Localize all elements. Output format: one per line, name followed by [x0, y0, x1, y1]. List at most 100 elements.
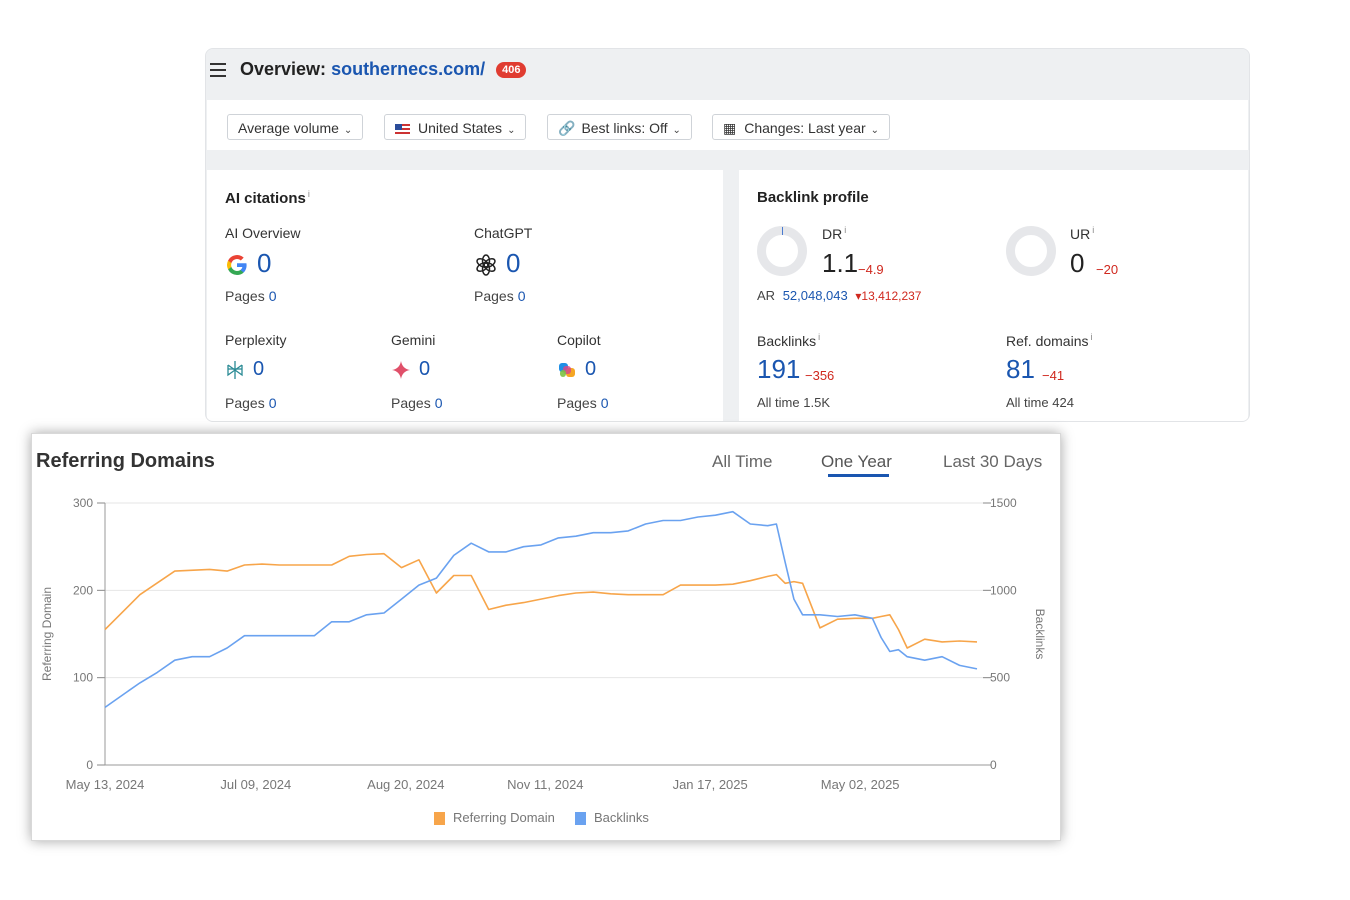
ar-change: ▾13,412,237	[855, 289, 922, 303]
y-tick-label: 300	[73, 496, 93, 510]
gemini-value[interactable]: 0	[419, 358, 431, 380]
volume-filter-label: Average volume	[238, 120, 339, 136]
link-icon: 🔗	[558, 120, 576, 136]
referring-domain-line	[104, 552, 978, 649]
legend-label-backlinks: Backlinks	[594, 810, 649, 825]
info-icon[interactable]: i	[844, 225, 847, 235]
backlinks-line	[104, 510, 978, 709]
perplexity-pages-value[interactable]: 0	[268, 395, 277, 411]
ai-citations-title: AI citations i	[225, 189, 310, 207]
legend-label-referring-domain: Referring Domain	[453, 810, 555, 825]
copilot-value[interactable]: 0	[585, 358, 597, 380]
chevron-down-icon: ⌄	[507, 125, 516, 136]
ai-overview-pages: Pages 0	[225, 288, 277, 304]
country-filter-dropdown[interactable]: United States ⌄	[384, 114, 527, 140]
changes-filter-label: Changes: Last year	[744, 120, 866, 136]
us-flag-icon	[395, 124, 410, 134]
gemini-pages: Pages 0	[391, 395, 443, 411]
chatgpt-value[interactable]: 0	[506, 248, 521, 278]
ref-domains-all-time: All time 424	[1006, 395, 1074, 410]
google-icon	[227, 255, 247, 275]
overview-panel: Overview: southernecs.com/ 406 Average v…	[205, 48, 1250, 422]
info-icon[interactable]: i	[1092, 225, 1095, 235]
tab-all-time[interactable]: All Time	[712, 452, 773, 471]
ar-row: AR 52,048,043 ▾13,412,237	[757, 288, 921, 303]
y-tick-label: 200	[73, 583, 93, 597]
ur-gauge	[1006, 226, 1056, 276]
info-icon[interactable]: i	[1090, 332, 1093, 342]
menu-icon[interactable]	[210, 63, 226, 77]
y-tick-label: 100	[73, 671, 93, 685]
info-icon[interactable]: i	[307, 189, 310, 199]
y2-tick-label: 500	[990, 671, 1010, 685]
gemini-pages-value[interactable]: 0	[434, 395, 443, 411]
backlinks-change: −356	[805, 368, 835, 383]
country-filter-label: United States	[418, 120, 503, 136]
legend-swatch-backlinks	[575, 812, 586, 825]
referring-domains-chart-window: Referring Domains All Time One Year Last…	[31, 433, 1061, 841]
chatgpt-pages-value[interactable]: 0	[517, 288, 526, 304]
backlinks-value[interactable]: 191	[757, 354, 801, 384]
chatgpt-pages: Pages 0	[474, 288, 526, 304]
ref-domains-label: Ref. domains i	[1006, 332, 1093, 349]
ai-overview-label: AI Overview	[225, 225, 301, 241]
y2-axis-label: Backlinks	[1033, 609, 1047, 660]
status-badge: 406	[496, 62, 527, 78]
y2-tick-label: 0	[990, 758, 997, 772]
backlink-profile-title: Backlink profile	[757, 189, 869, 206]
filter-bar: Average volume ⌄ United States ⌄ 🔗 Best lin…	[207, 100, 1248, 150]
calendar-icon: ▦	[723, 120, 737, 136]
perplexity-icon	[227, 361, 243, 379]
x-tick-label: Aug 20, 2024	[367, 777, 444, 792]
page-title: Overview: southernecs.com/ 406	[240, 59, 527, 80]
chevron-down-icon: ⌄	[870, 125, 880, 136]
y-axis-label: Referring Domain	[40, 587, 54, 681]
ai-citations-card: AI citations i AI Overview 0 Pages 0 ChatG…	[207, 170, 723, 421]
volume-filter-dropdown[interactable]: Average volume ⌄	[227, 114, 364, 140]
chevron-down-icon: ⌄	[672, 125, 681, 136]
ur-change: −20	[1096, 262, 1119, 277]
ai-overview-pages-value[interactable]: 0	[268, 288, 277, 304]
ar-label: AR	[757, 288, 776, 303]
ai-overview-value[interactable]: 0	[257, 248, 272, 278]
domain-link[interactable]: southernecs.com/	[331, 59, 486, 79]
ur-value: 0	[1070, 248, 1085, 278]
backlinks-all-time: All time 1.5K	[757, 395, 830, 410]
overview-header: Overview: southernecs.com/ 406	[206, 49, 1249, 99]
best-links-filter-dropdown[interactable]: 🔗 Best links: Off ⌄	[547, 114, 692, 140]
ar-value[interactable]: 52,048,043	[782, 288, 848, 303]
chart-title: Referring Domains	[36, 450, 215, 472]
perplexity-pages: Pages 0	[225, 395, 277, 411]
gemini-label: Gemini	[391, 332, 436, 348]
backlink-profile-card: Backlink profile DR i 1.1 −4.9 UR i 0 −20 …	[739, 170, 1248, 421]
x-tick-label: Jan 17, 2025	[673, 777, 748, 792]
x-tick-label: May 13, 2024	[66, 777, 145, 792]
copilot-pages-value[interactable]: 0	[600, 395, 609, 411]
copilot-icon	[559, 363, 575, 377]
x-tick-label: May 02, 2025	[821, 777, 900, 792]
chatgpt-label: ChatGPT	[474, 225, 533, 241]
tab-one-year[interactable]: One Year	[821, 452, 892, 471]
dr-gauge-marker	[782, 227, 783, 235]
y2-tick-label: 1500	[990, 496, 1017, 510]
ur-label: UR i	[1070, 225, 1095, 242]
title-prefix: Overview:	[240, 59, 327, 79]
legend-swatch-referring-domain	[434, 812, 445, 825]
chatgpt-icon	[476, 254, 496, 276]
perplexity-value[interactable]: 0	[253, 358, 265, 380]
gemini-icon	[392, 361, 410, 379]
referring-domains-chart: 0 100 200 300 0 500 1000 1500 May 13, 2024 Jul 09…	[40, 496, 1047, 825]
x-tick-label: Jul 09, 2024	[220, 777, 291, 792]
dr-value: 1.1	[822, 248, 859, 278]
backlinks-label: Backlinks i	[757, 332, 821, 349]
perplexity-label: Perplexity	[225, 332, 287, 348]
info-icon[interactable]: i	[818, 332, 821, 342]
dr-change: −4.9	[858, 262, 884, 277]
copilot-pages: Pages 0	[557, 395, 609, 411]
changes-filter-dropdown[interactable]: ▦ Changes: Last year ⌄	[712, 114, 891, 140]
x-tick-label: Nov 11, 2024	[507, 777, 583, 792]
copilot-label: Copilot	[557, 332, 601, 348]
tab-last-30-days[interactable]: Last 30 Days	[943, 452, 1043, 471]
y2-tick-label: 1000	[990, 583, 1017, 597]
ref-domains-value[interactable]: 81	[1006, 354, 1035, 384]
